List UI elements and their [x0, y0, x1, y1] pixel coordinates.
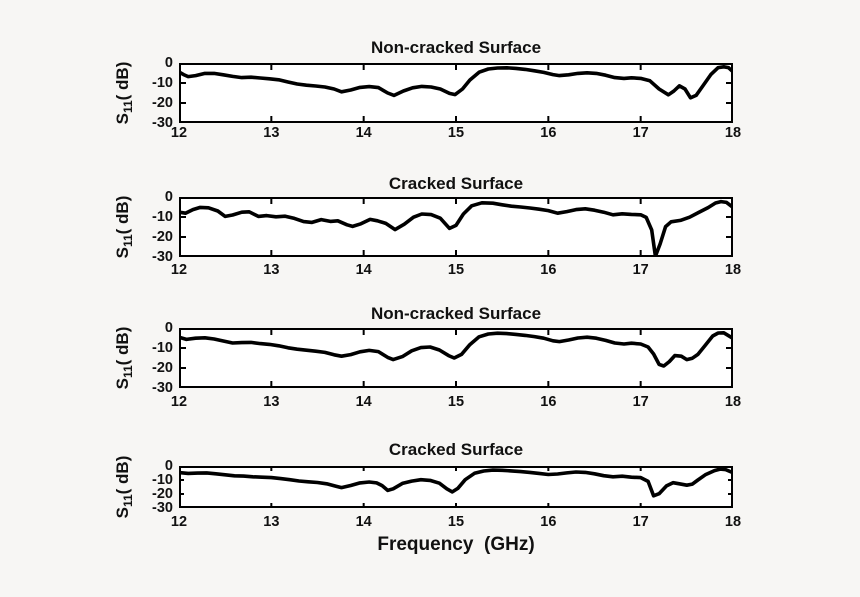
ylabel-unit: ( dB) — [112, 61, 132, 101]
y-tick-label: -30 — [152, 115, 173, 131]
x-tick-label: 18 — [724, 125, 742, 141]
x-tick-label: 14 — [355, 394, 372, 410]
ylabel-prefix: S — [112, 507, 132, 519]
y-tick-label: -20 — [152, 229, 173, 245]
s11-curve-2 — [179, 199, 733, 257]
ylabel-subscript: 11 — [121, 365, 136, 379]
x-tick-label: 17 — [632, 514, 649, 530]
y-tick-label: 0 — [164, 189, 173, 205]
y-tick-label: -20 — [152, 95, 173, 111]
y-axis-label-4: S11( dB) — [113, 456, 135, 519]
x-tick-label: 13 — [263, 514, 280, 530]
x-tick-label: 16 — [540, 125, 557, 141]
y-tick-label: -30 — [152, 380, 173, 396]
x-tick-label: 15 — [447, 394, 465, 410]
x-tick-label: 14 — [355, 514, 372, 530]
plot-area-2 — [179, 197, 733, 257]
y-tick-label: -10 — [152, 75, 173, 91]
x-tick-label: 13 — [263, 125, 280, 141]
y-tick-label: -30 — [152, 500, 173, 516]
s11-curve-1 — [179, 64, 733, 100]
plot-area-3 — [179, 328, 733, 388]
x-tick-label: 16 — [540, 394, 557, 410]
x-tick-label: 13 — [263, 262, 280, 278]
y-tick-label: -10 — [152, 209, 173, 225]
y-tick-label: 0 — [164, 458, 173, 474]
x-tick-label: 18 — [724, 262, 742, 278]
x-tick-label: 17 — [632, 394, 649, 410]
ylabel-subscript: 11 — [121, 234, 136, 248]
x-tick-label: 14 — [355, 262, 372, 278]
x-tick-label: 13 — [263, 394, 280, 410]
subplot-2-title: Cracked Surface — [388, 174, 524, 193]
y-tick-label: 0 — [164, 320, 173, 336]
ylabel-unit: ( dB) — [112, 326, 132, 366]
y-tick-label: -10 — [152, 472, 173, 488]
y-tick-label: -20 — [152, 486, 173, 502]
x-tick-label: 15 — [447, 262, 465, 278]
s11-curve-4 — [179, 467, 733, 498]
ylabel-prefix: S — [112, 378, 132, 390]
s11-curve-3 — [179, 331, 733, 368]
y-tick-label: -30 — [152, 249, 173, 265]
y-tick-label: -20 — [152, 360, 173, 376]
ylabel-unit: ( dB) — [112, 455, 132, 495]
plot-area-1 — [179, 63, 733, 123]
x-tick-label: 12 — [170, 262, 188, 278]
subplot-4-title: Cracked Surface — [388, 440, 524, 459]
x-tick-label: 16 — [540, 514, 557, 530]
x-tick-label: 12 — [170, 125, 188, 141]
ylabel-subscript: 11 — [121, 100, 136, 114]
x-tick-label: 18 — [724, 394, 742, 410]
y-axis-label-1: S11( dB) — [113, 62, 135, 125]
ylabel-unit: ( dB) — [112, 195, 132, 235]
x-axis-label: Frequency (GHz) — [377, 534, 535, 555]
subplot-3-title: Non-cracked Surface — [370, 304, 542, 323]
x-tick-label: 16 — [540, 262, 557, 278]
x-tick-label: 14 — [355, 125, 372, 141]
x-tick-label: 17 — [632, 262, 649, 278]
x-tick-label: 17 — [632, 125, 649, 141]
x-tick-label: 15 — [447, 125, 465, 141]
x-tick-label: 18 — [724, 514, 742, 530]
subplot-1-title: Non-cracked Surface — [370, 38, 542, 57]
ylabel-subscript: 11 — [121, 494, 136, 508]
x-tick-label: 12 — [170, 394, 188, 410]
y-axis-label-3: S11( dB) — [113, 327, 135, 390]
y-axis-label-2: S11( dB) — [113, 196, 135, 259]
x-tick-label: 15 — [447, 514, 465, 530]
ylabel-prefix: S — [112, 247, 132, 259]
plot-area-4 — [179, 466, 733, 508]
ylabel-prefix: S — [112, 113, 132, 125]
y-tick-label: 0 — [164, 55, 173, 71]
y-tick-label: -10 — [152, 340, 173, 356]
x-tick-label: 12 — [170, 514, 188, 530]
